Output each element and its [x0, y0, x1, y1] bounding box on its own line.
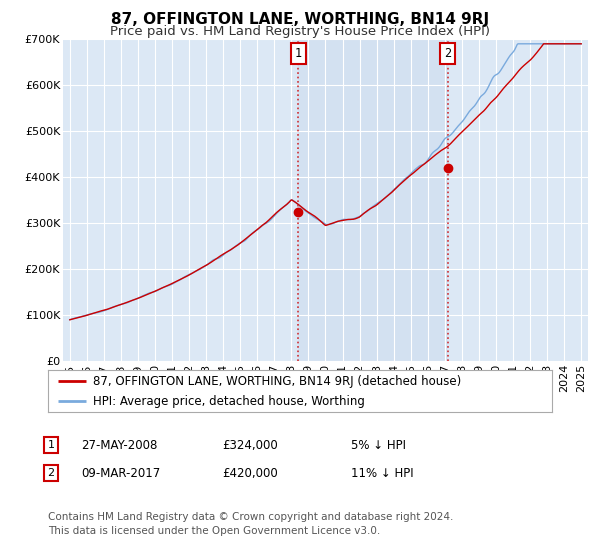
Text: 1: 1 — [295, 47, 302, 60]
Line: 87, OFFINGTON LANE, WORTHING, BN14 9RJ (detached house): 87, OFFINGTON LANE, WORTHING, BN14 9RJ (… — [70, 44, 581, 320]
Text: 5% ↓ HPI: 5% ↓ HPI — [351, 438, 406, 452]
87, OFFINGTON LANE, WORTHING, BN14 9RJ (detached house) — [451, 136, 458, 143]
87, OFFINGTON LANE, WORTHING, BN14 9RJ (detached house) — [157, 286, 164, 292]
HPI: Average price, detached house, Worthing: (2.02e+03, 5.02e+05): Average price, detached house, Worthing:… — [451, 127, 458, 133]
Line: HPI: Average price, detached house, Worthing: HPI: Average price, detached house, Wort… — [70, 44, 581, 320]
Text: 27-MAY-2008: 27-MAY-2008 — [81, 438, 157, 452]
87, OFFINGTON LANE, WORTHING, BN14 9RJ (detached house) — [578, 40, 585, 47]
Bar — [298, 39, 448, 361]
Text: 09-MAR-2017: 09-MAR-2017 — [81, 466, 160, 480]
Text: 87, OFFINGTON LANE, WORTHING, BN14 9RJ: 87, OFFINGTON LANE, WORTHING, BN14 9RJ — [111, 12, 489, 27]
Text: 2: 2 — [444, 47, 451, 60]
Text: HPI: Average price, detached house, Worthing: HPI: Average price, detached house, Wort… — [94, 395, 365, 408]
87, OFFINGTON LANE, WORTHING, BN14 9RJ (detached house) — [368, 205, 375, 212]
HPI: Average price, detached house, Worthing: (2e+03, 1.57e+05): Average price, detached house, Worthing:… — [157, 286, 164, 292]
Text: £420,000: £420,000 — [222, 466, 278, 480]
Text: £324,000: £324,000 — [222, 438, 278, 452]
HPI: Average price, detached house, Worthing: (2e+03, 2.02e+05): Average price, detached house, Worthing:… — [197, 265, 205, 272]
Text: 2: 2 — [47, 468, 55, 478]
HPI: Average price, detached house, Worthing: (2.01e+03, 3.35e+05): Average price, detached house, Worthing:… — [298, 204, 305, 211]
HPI: Average price, detached house, Worthing: (2.02e+03, 4.09e+05): Average price, detached house, Worthing:… — [407, 170, 415, 176]
HPI: Average price, detached house, Worthing: (2e+03, 9.02e+04): Average price, detached house, Worthing:… — [66, 316, 73, 323]
87, OFFINGTON LANE, WORTHING, BN14 9RJ (detached house) — [541, 40, 548, 47]
87, OFFINGTON LANE, WORTHING, BN14 9RJ (detached house) — [66, 316, 73, 323]
Text: 87, OFFINGTON LANE, WORTHING, BN14 9RJ (detached house): 87, OFFINGTON LANE, WORTHING, BN14 9RJ (… — [94, 375, 461, 388]
87, OFFINGTON LANE, WORTHING, BN14 9RJ (detached house) — [197, 264, 205, 271]
HPI: Average price, detached house, Worthing: (2.01e+03, 3.33e+05): Average price, detached house, Worthing:… — [368, 204, 375, 211]
HPI: Average price, detached house, Worthing: (2.02e+03, 6.9e+05): Average price, detached house, Worthing:… — [578, 40, 585, 47]
87, OFFINGTON LANE, WORTHING, BN14 9RJ (detached house) — [407, 171, 415, 178]
HPI: Average price, detached house, Worthing: (2.02e+03, 6.9e+05): Average price, detached house, Worthing:… — [514, 40, 521, 47]
Text: Price paid vs. HM Land Registry's House Price Index (HPI): Price paid vs. HM Land Registry's House … — [110, 25, 490, 38]
Text: 11% ↓ HPI: 11% ↓ HPI — [351, 466, 413, 480]
Text: Contains HM Land Registry data © Crown copyright and database right 2024.
This d: Contains HM Land Registry data © Crown c… — [48, 512, 454, 535]
87, OFFINGTON LANE, WORTHING, BN14 9RJ (detached house) — [298, 203, 305, 210]
Text: 1: 1 — [47, 440, 55, 450]
